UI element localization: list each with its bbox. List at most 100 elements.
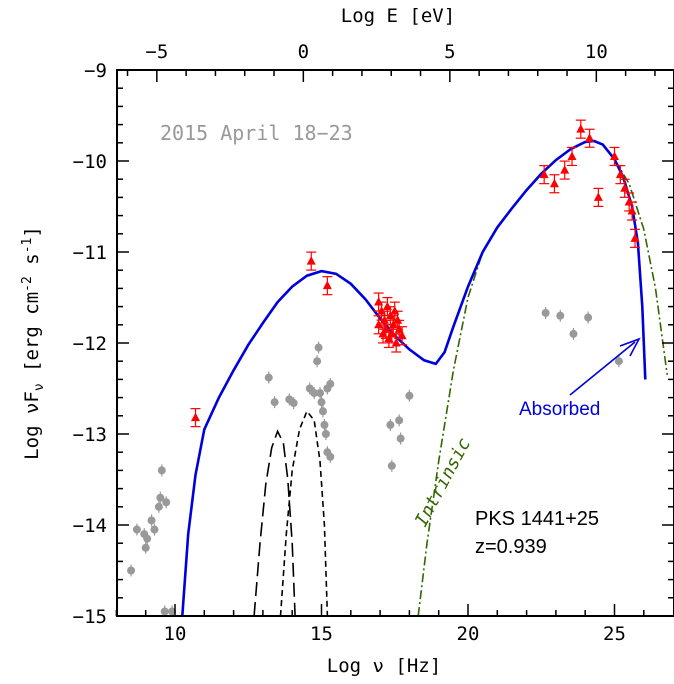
grey-point xyxy=(317,398,326,407)
red-point xyxy=(378,328,388,338)
red-point xyxy=(322,280,332,290)
y-tick-label: −14 xyxy=(73,515,107,537)
red-point xyxy=(620,183,630,192)
red-point xyxy=(630,233,640,242)
y-tick-label: −9 xyxy=(84,60,107,82)
y-axis-title-mid: s xyxy=(21,253,43,276)
red-point xyxy=(191,412,201,422)
red-point xyxy=(393,315,403,324)
grey-point xyxy=(569,329,578,338)
y-tick-label: −13 xyxy=(73,424,107,446)
y-axis-title-exp1: -2 xyxy=(20,276,35,292)
red-point xyxy=(593,192,603,201)
grey-point xyxy=(386,420,395,429)
grey-point xyxy=(141,543,150,552)
grey-point xyxy=(289,399,298,408)
grey-point xyxy=(614,357,623,366)
grey-point xyxy=(326,452,335,461)
top-axis-title: Log E [eV] xyxy=(341,5,455,27)
data-points xyxy=(127,119,641,616)
red-point xyxy=(390,306,400,315)
grey-point xyxy=(313,357,322,366)
red-point xyxy=(381,324,391,333)
grey-point xyxy=(150,525,159,534)
y-tick-label: −10 xyxy=(73,151,107,173)
grey-point xyxy=(143,534,152,543)
y-axis-title-main: Log νF xyxy=(21,391,43,460)
grey-point xyxy=(132,525,141,534)
disk-component-line xyxy=(253,429,296,616)
x-tick-label: 20 xyxy=(457,623,480,645)
grey-point xyxy=(316,389,325,398)
grey-point xyxy=(405,391,414,400)
y-axis-title-units: [erg cm xyxy=(21,292,43,384)
red-point xyxy=(385,310,395,320)
y-axis-title-exp2: -1 xyxy=(20,238,35,254)
synchrotron-component-line xyxy=(279,409,329,616)
grey-point xyxy=(127,566,136,575)
red-point xyxy=(394,324,404,333)
red-point xyxy=(539,169,549,179)
red-point xyxy=(549,178,559,188)
grey-point xyxy=(584,313,593,322)
x-tick-label: 15 xyxy=(310,623,333,645)
y-tick-label: −15 xyxy=(73,606,107,628)
y-axis-title-sub: ν xyxy=(32,383,47,391)
red-point xyxy=(615,169,625,179)
red-point xyxy=(560,165,570,174)
y-axis-title: Log νFν [erg cm-2 s-1] xyxy=(20,226,47,460)
grey-point xyxy=(168,607,177,616)
grey-point xyxy=(314,343,323,352)
grey-point xyxy=(320,420,329,429)
grey-point xyxy=(387,461,396,470)
axis-ticks: 10 15 20 25 −5 0 5 10 −15 −14 −13 −12 −11 −10 −9 xyxy=(73,41,674,645)
x2-tick-label: 0 xyxy=(298,41,309,63)
grey-point xyxy=(264,373,273,382)
absorbed-model-line xyxy=(181,139,647,616)
red-point xyxy=(585,133,595,142)
grey-point xyxy=(541,308,550,317)
red-point xyxy=(306,256,316,265)
redshift-label: z=0.939 xyxy=(475,536,547,558)
x2-tick-label: −5 xyxy=(145,41,168,63)
red-point xyxy=(377,306,387,315)
grey-point xyxy=(395,416,404,425)
grey-point xyxy=(318,407,327,416)
grey-point xyxy=(154,502,163,511)
red-point xyxy=(374,297,384,306)
y-tick-label: −12 xyxy=(73,333,107,355)
red-point xyxy=(624,196,634,206)
y-axis-title-end: ] xyxy=(21,226,43,237)
grey-point xyxy=(396,434,405,443)
y-tick-label: −11 xyxy=(73,242,107,264)
red-point xyxy=(379,315,389,324)
grey-point xyxy=(147,516,156,525)
grey-point xyxy=(326,379,335,388)
x2-tick-label: 5 xyxy=(444,41,455,63)
x2-tick-label: 10 xyxy=(585,41,608,63)
source-label: PKS 1441+25 xyxy=(475,508,599,530)
absorbed-arrow xyxy=(569,337,641,396)
grey-point xyxy=(157,466,166,475)
grey-point xyxy=(310,389,319,398)
red-point xyxy=(397,330,407,340)
red-point xyxy=(374,319,384,329)
epoch-label: 2015 April 18−23 xyxy=(160,121,353,145)
grey-point xyxy=(556,311,565,320)
red-point xyxy=(610,151,619,160)
red-point xyxy=(567,151,577,160)
absorbed-label: Absorbed xyxy=(519,399,600,420)
x-tick-label: 25 xyxy=(603,623,626,645)
grey-point xyxy=(270,398,279,407)
red-point xyxy=(384,333,394,342)
x-axis-title: Log ν [Hz] xyxy=(327,655,441,677)
grey-point xyxy=(160,607,169,616)
red-point xyxy=(576,124,586,133)
grey-point xyxy=(156,493,165,502)
x-tick-label: 10 xyxy=(164,623,187,645)
red-point xyxy=(388,319,398,329)
grey-point xyxy=(321,430,330,438)
red-point xyxy=(387,328,397,338)
